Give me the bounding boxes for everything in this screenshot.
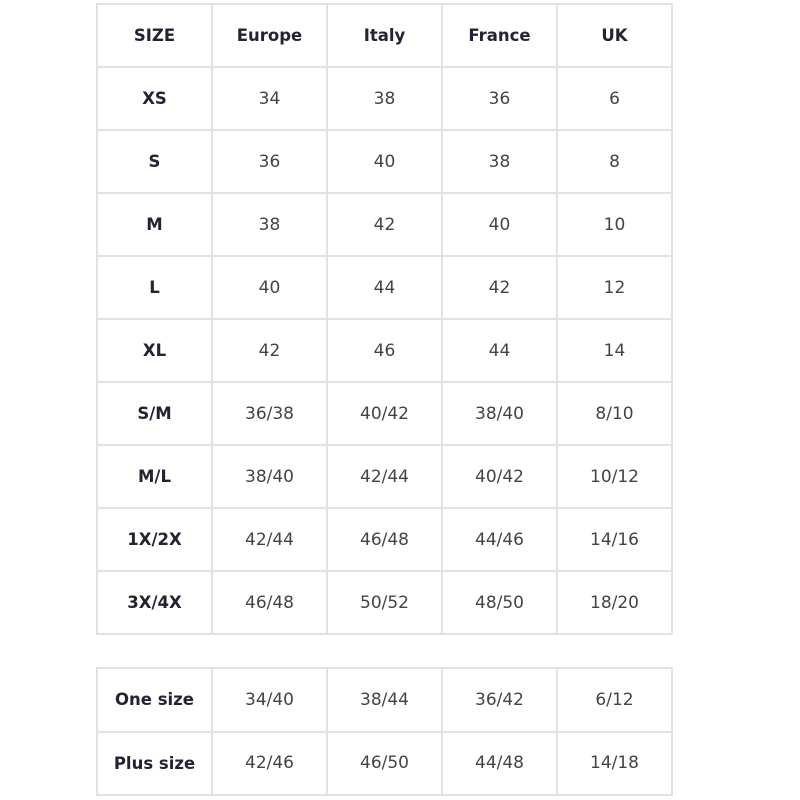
column-header: SIZE — [96, 3, 213, 68]
size-label-cell: XL — [96, 318, 213, 383]
table-row: XS 34 38 36 6 — [96, 66, 673, 131]
size-label-cell: M/L — [96, 444, 213, 509]
header-row: SIZE Europe Italy France UK — [96, 3, 673, 68]
size-value-cell: 40 — [441, 192, 558, 257]
size-label-cell: One size — [96, 667, 213, 733]
size-value-cell: 44 — [326, 255, 443, 320]
table-row: S 36 40 38 8 — [96, 129, 673, 194]
size-value-cell: 10 — [556, 192, 673, 257]
size-value-cell: 40/42 — [326, 381, 443, 446]
size-value-cell: 46/50 — [326, 730, 443, 796]
size-value-cell: 44/46 — [441, 507, 558, 572]
size-value-cell: 42 — [441, 255, 558, 320]
size-value-cell: 8/10 — [556, 381, 673, 446]
size-label-cell: S — [96, 129, 213, 194]
size-value-cell: 10/12 — [556, 444, 673, 509]
size-value-cell: 42/44 — [211, 507, 328, 572]
size-value-cell: 14 — [556, 318, 673, 383]
size-value-cell: 18/20 — [556, 570, 673, 635]
size-conversion-table: SIZE Europe Italy France UK XS 34 38 36 6 S 36 40 38 8… — [96, 3, 673, 635]
table-row: M 38 42 40 10 — [96, 192, 673, 257]
size-value-cell: 42 — [211, 318, 328, 383]
size-value-cell: 38/40 — [211, 444, 328, 509]
size-value-cell: 36/38 — [211, 381, 328, 446]
column-header: Europe — [211, 3, 328, 68]
size-value-cell: 38 — [211, 192, 328, 257]
size-value-cell: 6/12 — [556, 667, 673, 733]
table-row: 3X/4X 46/48 50/52 48/50 18/20 — [96, 570, 673, 635]
size-value-cell: 44 — [441, 318, 558, 383]
size-value-cell: 42/46 — [211, 730, 328, 796]
size-value-cell: 40 — [326, 129, 443, 194]
table-row: Plus size 42/46 46/50 44/48 14/18 — [96, 730, 673, 796]
table-row: L 40 44 42 12 — [96, 255, 673, 320]
size-value-cell: 48/50 — [441, 570, 558, 635]
special-size-table: One size 34/40 38/44 36/42 6/12 Plus size 42/4… — [96, 667, 673, 796]
size-label-cell: 1X/2X — [96, 507, 213, 572]
size-value-cell: 42 — [326, 192, 443, 257]
size-value-cell: 44/48 — [441, 730, 558, 796]
size-label-cell: S/M — [96, 381, 213, 446]
size-label-cell: M — [96, 192, 213, 257]
size-value-cell: 46 — [326, 318, 443, 383]
table-row: S/M 36/38 40/42 38/40 8/10 — [96, 381, 673, 446]
size-value-cell: 14/16 — [556, 507, 673, 572]
size-value-cell: 40/42 — [441, 444, 558, 509]
size-value-cell: 46/48 — [211, 570, 328, 635]
table-row: XL 42 46 44 14 — [96, 318, 673, 383]
size-value-cell: 50/52 — [326, 570, 443, 635]
size-value-cell: 14/18 — [556, 730, 673, 796]
table-row: One size 34/40 38/44 36/42 6/12 — [96, 667, 673, 733]
size-value-cell: 36/42 — [441, 667, 558, 733]
column-header: France — [441, 3, 558, 68]
column-header: UK — [556, 3, 673, 68]
size-value-cell: 34/40 — [211, 667, 328, 733]
size-value-cell: 34 — [211, 66, 328, 131]
size-label-cell: Plus size — [96, 730, 213, 796]
size-value-cell: 36 — [441, 66, 558, 131]
size-value-cell: 38 — [441, 129, 558, 194]
size-value-cell: 38/44 — [326, 667, 443, 733]
size-value-cell: 36 — [211, 129, 328, 194]
size-value-cell: 42/44 — [326, 444, 443, 509]
size-value-cell: 40 — [211, 255, 328, 320]
table-row: 1X/2X 42/44 46/48 44/46 14/16 — [96, 507, 673, 572]
size-value-cell: 46/48 — [326, 507, 443, 572]
size-value-cell: 12 — [556, 255, 673, 320]
size-value-cell: 6 — [556, 66, 673, 131]
size-value-cell: 38/40 — [441, 381, 558, 446]
size-value-cell: 8 — [556, 129, 673, 194]
size-label-cell: L — [96, 255, 213, 320]
size-label-cell: 3X/4X — [96, 570, 213, 635]
size-value-cell: 38 — [326, 66, 443, 131]
table-row: M/L 38/40 42/44 40/42 10/12 — [96, 444, 673, 509]
column-header: Italy — [326, 3, 443, 68]
size-label-cell: XS — [96, 66, 213, 131]
